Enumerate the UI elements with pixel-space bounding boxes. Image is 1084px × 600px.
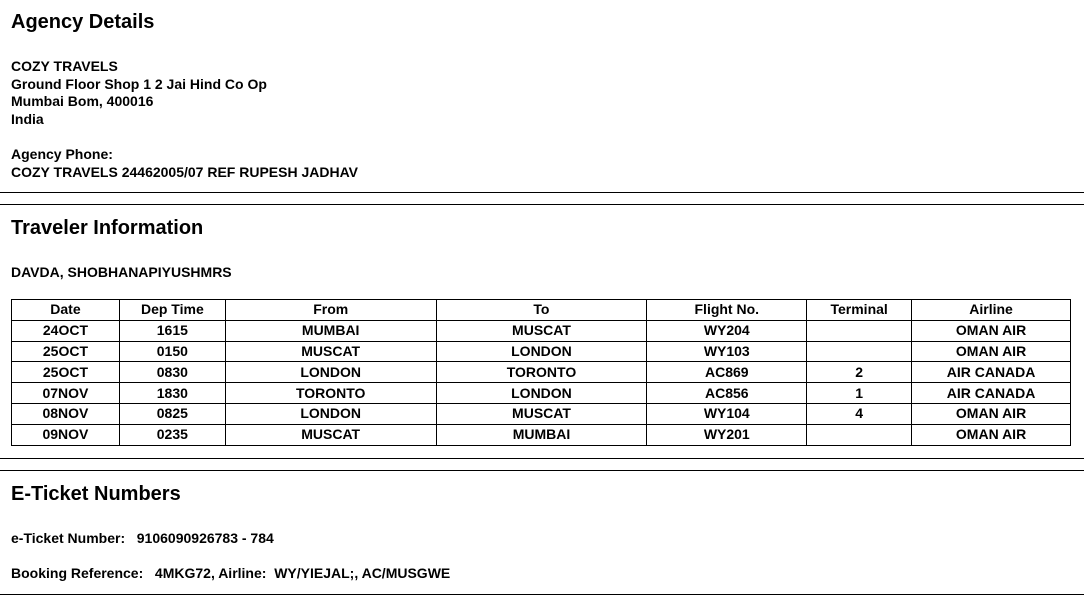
- table-cell: 1615: [118, 319, 226, 342]
- table-row: 09NOV 0235 MUSCAT MUMBAI WY201 OMAN AIR: [11, 423, 1071, 446]
- table-row: 25OCT 0150 MUSCAT LONDON WY103 OMAN AIR: [11, 340, 1071, 363]
- table-cell: AC869: [646, 361, 808, 384]
- table-row: 25OCT 0830 LONDON TORONTO AC869 2 AIR CANADA: [11, 361, 1071, 384]
- table-cell: MUSCAT: [224, 423, 437, 446]
- booking-reference: Booking Reference: 4MKG72, Airline: WY/Y…: [11, 565, 451, 581]
- column-header: Dep Time: [118, 299, 226, 321]
- table-cell: 2: [806, 361, 913, 384]
- table-cell: OMAN AIR: [911, 319, 1071, 342]
- traveler-name: DAVDA, SHOBHANAPIYUSHMRS: [11, 264, 232, 280]
- table-row: 08NOV 0825 LONDON MUSCAT WY104 4 OMAN AIR: [11, 402, 1071, 425]
- table-cell: 0830: [118, 361, 226, 384]
- table-cell: AIR CANADA: [911, 382, 1071, 404]
- agency-phone-label: Agency Phone:: [11, 146, 113, 162]
- divider: [0, 192, 1084, 193]
- agency-details-heading: Agency Details: [11, 11, 155, 33]
- divider: [0, 470, 1084, 471]
- agency-country: India: [11, 110, 44, 127]
- column-header: From: [224, 299, 437, 321]
- table-cell: MUSCAT: [435, 319, 648, 342]
- table-cell: AC856: [646, 382, 808, 404]
- table-cell: 09NOV: [11, 423, 120, 446]
- table-cell: 4: [806, 402, 913, 425]
- table-cell: MUMBAI: [224, 319, 437, 342]
- divider: [0, 204, 1084, 205]
- table-cell: 24OCT: [11, 319, 120, 342]
- table-cell: 1830: [118, 382, 226, 404]
- table-cell: WY104: [646, 402, 808, 425]
- table-cell: 08NOV: [11, 402, 120, 425]
- divider: [0, 458, 1084, 459]
- table-cell: [806, 423, 913, 446]
- table-cell: 1: [806, 382, 913, 404]
- table-cell: OMAN AIR: [911, 402, 1071, 425]
- table-cell: WY204: [646, 319, 808, 342]
- column-header: Airline: [911, 299, 1071, 321]
- table-cell: MUSCAT: [435, 402, 648, 425]
- column-header: Terminal: [806, 299, 913, 321]
- table-cell: LONDON: [435, 382, 648, 404]
- table-cell: WY201: [646, 423, 808, 446]
- table-cell: TORONTO: [435, 361, 648, 384]
- column-header: To: [435, 299, 648, 321]
- eticket-numbers-heading: E-Ticket Numbers: [11, 483, 181, 505]
- table-cell: OMAN AIR: [911, 423, 1071, 446]
- table-cell: AIR CANADA: [911, 361, 1071, 384]
- agency-address-line1: Ground Floor Shop 1 2 Jai Hind Co Op: [11, 75, 267, 92]
- table-cell: 25OCT: [11, 340, 120, 363]
- table-cell: LONDON: [224, 402, 437, 425]
- table-cell: 0235: [118, 423, 226, 446]
- table-row: 07NOV 1830 TORONTO LONDON AC856 1 AIR CANADA: [11, 382, 1071, 404]
- table-cell: MUSCAT: [224, 340, 437, 363]
- table-cell: [806, 319, 913, 342]
- table-cell: [806, 340, 913, 363]
- table-cell: MUMBAI: [435, 423, 648, 446]
- column-header: Date: [11, 299, 120, 321]
- table-row: 24OCT 1615 MUMBAI MUSCAT WY204 OMAN AIR: [11, 319, 1071, 342]
- table-cell: TORONTO: [224, 382, 437, 404]
- divider: [0, 594, 1084, 595]
- table-cell: WY103: [646, 340, 808, 363]
- agency-name: COZY TRAVELS: [11, 58, 118, 74]
- column-header: Flight No.: [646, 299, 808, 321]
- table-cell: 07NOV: [11, 382, 120, 404]
- table-header-row: Date Dep Time From To Flight No. Terminal Airl…: [11, 299, 1071, 321]
- agency-address-line2: Mumbai Bom, 400016: [11, 93, 154, 109]
- table-cell: 0825: [118, 402, 226, 425]
- agency-phone: COZY TRAVELS 24462005/07 REF RUPESH JADH…: [11, 163, 359, 180]
- table-cell: LONDON: [224, 361, 437, 384]
- table-cell: LONDON: [435, 340, 648, 363]
- eticket-number: e-Ticket Number: 9106090926783 - 784: [11, 530, 274, 546]
- table-cell: OMAN AIR: [911, 340, 1071, 363]
- table-cell: 25OCT: [11, 361, 120, 384]
- traveler-information-heading: Traveler Information: [11, 217, 204, 239]
- itinerary-table: Date Dep Time From To Flight No. Terminal Airl…: [11, 299, 1071, 446]
- table-cell: 0150: [118, 340, 226, 363]
